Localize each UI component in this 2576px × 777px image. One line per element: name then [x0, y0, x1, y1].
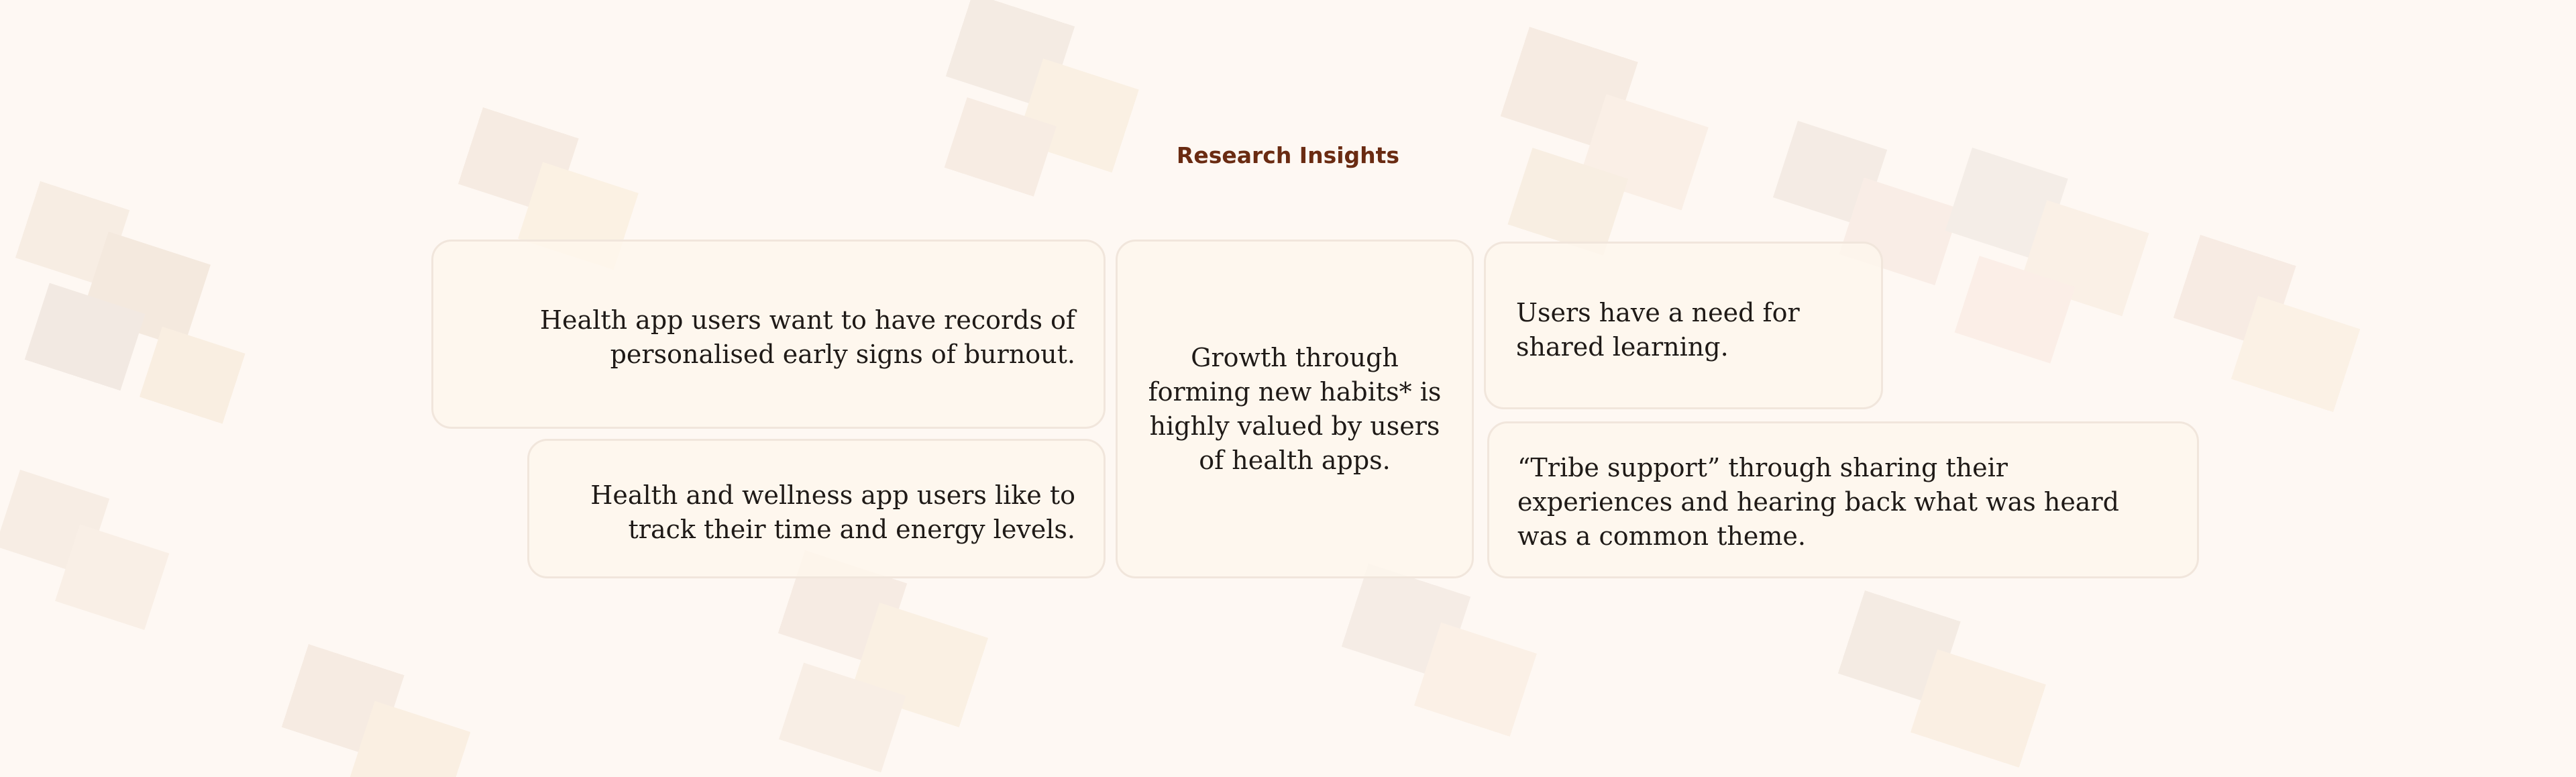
insight-card-shared-learning: Users have a need for shared learning.: [1484, 242, 1883, 409]
insight-text: Users have a need for shared learning.: [1516, 298, 1800, 362]
insight-card-burnout: Health app users want to have records of…: [431, 240, 1106, 429]
insight-text: Growth through forming new habits* is hi…: [1148, 342, 1442, 475]
insight-text: “Tribe support” through sharing their ex…: [1517, 453, 2119, 551]
insight-card-tribe-support: “Tribe support” through sharing their ex…: [1487, 421, 2199, 578]
insight-text: Health and wellness app users like to tr…: [590, 480, 1075, 544]
page-title: Research Insights: [1176, 142, 1400, 168]
insight-card-wellness: Health and wellness app users like to tr…: [527, 439, 1106, 578]
insight-card-habits: Growth through forming new habits* is hi…: [1116, 240, 1474, 578]
insight-text: Health app users want to have records of…: [539, 305, 1075, 369]
